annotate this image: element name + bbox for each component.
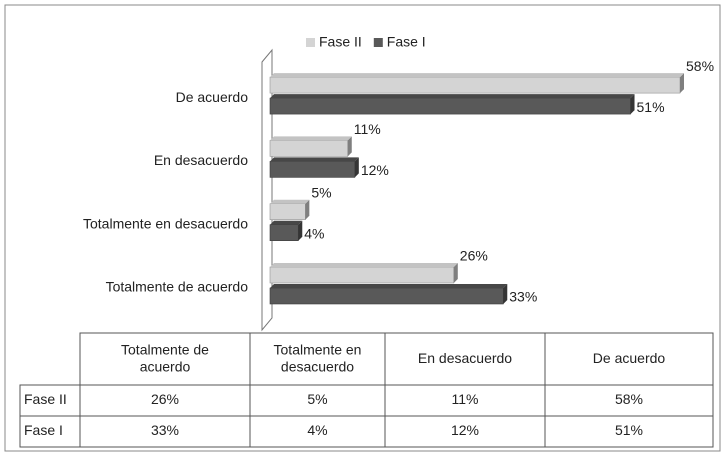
value-label: 26% xyxy=(460,248,488,264)
value-label: 4% xyxy=(304,225,324,241)
legend-swatch xyxy=(373,38,383,47)
table-header: En desacuerdo xyxy=(418,350,512,366)
bar-top xyxy=(270,157,359,162)
table-row-label: Fase I xyxy=(24,422,63,438)
bar xyxy=(269,97,631,115)
table-value: 11% xyxy=(452,391,479,407)
bar xyxy=(269,161,356,178)
bar-side xyxy=(453,263,458,283)
bar xyxy=(269,76,681,94)
bar-side xyxy=(503,284,508,304)
table-value: 5% xyxy=(307,391,327,407)
bar-side xyxy=(680,73,684,94)
table-header: Totalmente de acuerdo xyxy=(121,341,209,374)
value-label: 11% xyxy=(354,121,381,137)
category-label: De acuerdo xyxy=(176,89,249,105)
axis-wall xyxy=(261,48,273,332)
bar-top xyxy=(270,73,684,78)
bar xyxy=(269,224,299,241)
bar-top xyxy=(270,94,635,99)
bar-side xyxy=(354,157,359,178)
legend-label: Fase II xyxy=(319,34,362,50)
table-value: 58% xyxy=(615,391,643,407)
bar xyxy=(269,266,455,284)
value-label: 51% xyxy=(637,99,665,115)
bar-side xyxy=(347,136,352,157)
table-header: Totalmente en desacuerdo xyxy=(274,341,362,374)
bar-top xyxy=(270,136,352,141)
legend-swatch xyxy=(306,38,315,47)
bar xyxy=(269,203,306,220)
bar-top xyxy=(270,263,458,267)
category-label: En desacuerdo xyxy=(154,152,248,168)
bar xyxy=(269,140,349,157)
category-label: Totalmente de acuerdo xyxy=(106,279,249,295)
legend-label: Fase I xyxy=(387,34,426,50)
value-label: 12% xyxy=(361,162,389,178)
bar-side xyxy=(630,94,635,115)
table-value: 4% xyxy=(307,422,327,438)
bar-side xyxy=(305,199,310,220)
bar xyxy=(269,287,504,305)
table-value: 26% xyxy=(151,391,179,407)
value-label: 58% xyxy=(686,58,714,74)
table-value: 51% xyxy=(615,422,643,438)
bar-side xyxy=(298,220,303,241)
bar-top xyxy=(270,199,310,204)
value-label: 33% xyxy=(509,289,537,305)
bar-top xyxy=(270,220,303,225)
table-header: De acuerdo xyxy=(593,350,666,366)
table-cell xyxy=(544,415,714,448)
table-value: 12% xyxy=(451,422,479,438)
bar-top xyxy=(270,284,508,288)
category-label: Totalmente en desacuerdo xyxy=(83,215,248,231)
table-row-label: Fase II xyxy=(24,391,67,407)
value-label: 5% xyxy=(311,184,331,200)
table-value: 33% xyxy=(151,422,179,438)
